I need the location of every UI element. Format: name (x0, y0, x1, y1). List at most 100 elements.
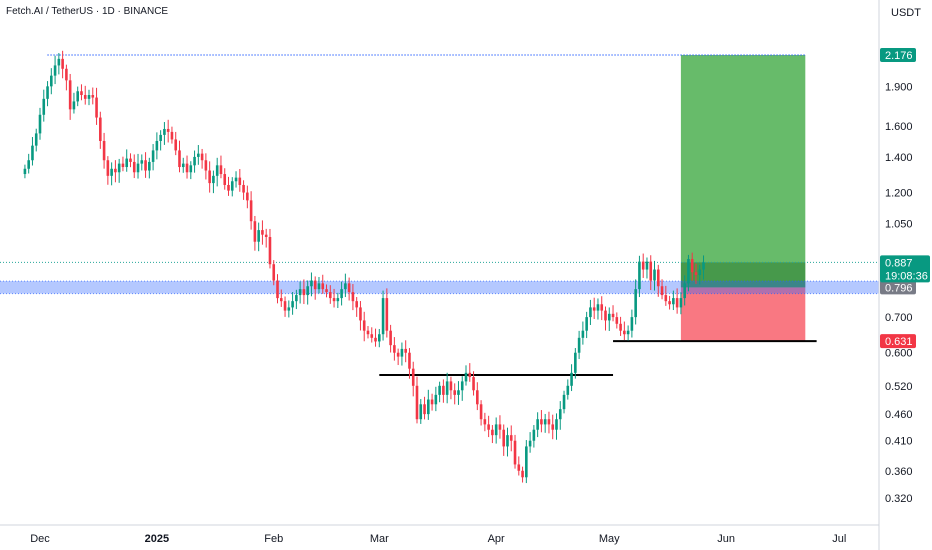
candle-down (600, 304, 604, 311)
levels-layer (0, 54, 879, 376)
candle-up (155, 140, 159, 151)
time-tick-label: Mar (370, 533, 389, 545)
target-price-tag-bg (880, 48, 916, 62)
candle-up (181, 163, 185, 168)
candle-up (234, 177, 238, 182)
time-axis[interactable]: Dec 2025 Feb Mar Apr May Jun Jul (30, 533, 846, 545)
candle-up (570, 372, 573, 386)
candle-up (38, 114, 42, 134)
candle-up (506, 435, 509, 447)
candle-up (125, 158, 129, 168)
candle-down (498, 424, 502, 430)
candle-down (483, 419, 487, 425)
candle-up (577, 337, 581, 353)
candle-up (46, 86, 49, 99)
time-tick-label: Apr (488, 533, 505, 545)
candle-down (174, 139, 178, 151)
candle-down (208, 170, 211, 184)
candle-up (197, 153, 200, 157)
stop-zone (680, 287, 806, 342)
candle-down (91, 95, 95, 98)
candle-down (359, 307, 362, 321)
candle-down (547, 419, 551, 425)
time-tick-label: Feb (264, 533, 283, 545)
candle-up (136, 163, 140, 173)
candle-down (347, 283, 351, 293)
candle-up (53, 65, 57, 76)
candle-down (540, 419, 543, 425)
candle-down (65, 68, 68, 81)
candle-down (385, 298, 389, 331)
candle-down (615, 317, 619, 324)
candle-up (683, 283, 686, 299)
candle-down (219, 165, 223, 175)
candle-down (332, 298, 336, 302)
candle-down (204, 160, 208, 171)
candle-down (656, 269, 660, 287)
candle-down (649, 261, 653, 281)
candle-down (166, 128, 170, 132)
current-price-tag-bg (880, 255, 930, 283)
time-tick-label: 2025 (145, 533, 169, 545)
candle-up (148, 161, 151, 171)
candle-down (623, 330, 626, 335)
price-tick-label: 0.520 (885, 381, 913, 393)
candle-down (178, 150, 181, 168)
candle-down (80, 91, 83, 96)
candle-down (61, 58, 64, 69)
candle-down (479, 404, 483, 420)
candle-down (144, 160, 147, 171)
price-tick-label: 0.460 (885, 409, 913, 421)
symbol-title: Fetch.AI / TetherUS · 1D · BINANCE (6, 6, 169, 17)
candle-down (366, 330, 370, 335)
candle-down (261, 230, 264, 235)
time-tick-label: May (599, 533, 620, 545)
candle-up (702, 262, 705, 270)
candle-up (110, 168, 113, 176)
candle-down (302, 289, 306, 296)
candle-up (434, 394, 438, 405)
currency-label: USDT (891, 7, 921, 19)
stop-price-tag-bg (880, 334, 916, 349)
support-band (0, 281, 879, 294)
candle-down (95, 97, 98, 118)
candle-up (698, 269, 702, 275)
candle-down (517, 464, 521, 471)
candle-up (653, 269, 656, 281)
candle-down (430, 399, 434, 405)
candle-up (536, 419, 539, 430)
candle-down (411, 368, 415, 386)
candle-down (404, 348, 407, 353)
candle-down (253, 221, 257, 242)
candle-up (645, 261, 649, 270)
candle-up (400, 348, 404, 357)
candle-up (574, 352, 577, 373)
candle-down (325, 289, 328, 293)
candle-up (298, 289, 302, 296)
candle-up (72, 101, 76, 110)
candle-down (449, 381, 453, 391)
open-pnl-zone (680, 262, 806, 288)
candle-down (389, 330, 392, 346)
candle-down (268, 236, 272, 265)
price-axis[interactable]: 1.900 1.600 1.400 1.200 1.050 0.700 0.600 0.520… (885, 81, 913, 505)
candle-up (295, 295, 298, 302)
candle-down (664, 295, 668, 302)
candle-up (23, 168, 27, 175)
candle-down (453, 390, 456, 395)
candle-up (306, 286, 309, 296)
candle-down (487, 424, 490, 430)
candle-down (264, 234, 268, 237)
price-tick-label: 0.410 (885, 436, 913, 448)
candle-down (313, 280, 317, 290)
candle-up (230, 181, 234, 191)
candle-up (558, 409, 562, 420)
candle-up (151, 150, 155, 162)
candle-down (129, 158, 132, 162)
candle-down (242, 184, 245, 193)
candle-down (99, 117, 102, 141)
target-price-tag: 2.176 (885, 50, 913, 62)
candle-up (381, 298, 385, 335)
candle-down (675, 298, 679, 308)
